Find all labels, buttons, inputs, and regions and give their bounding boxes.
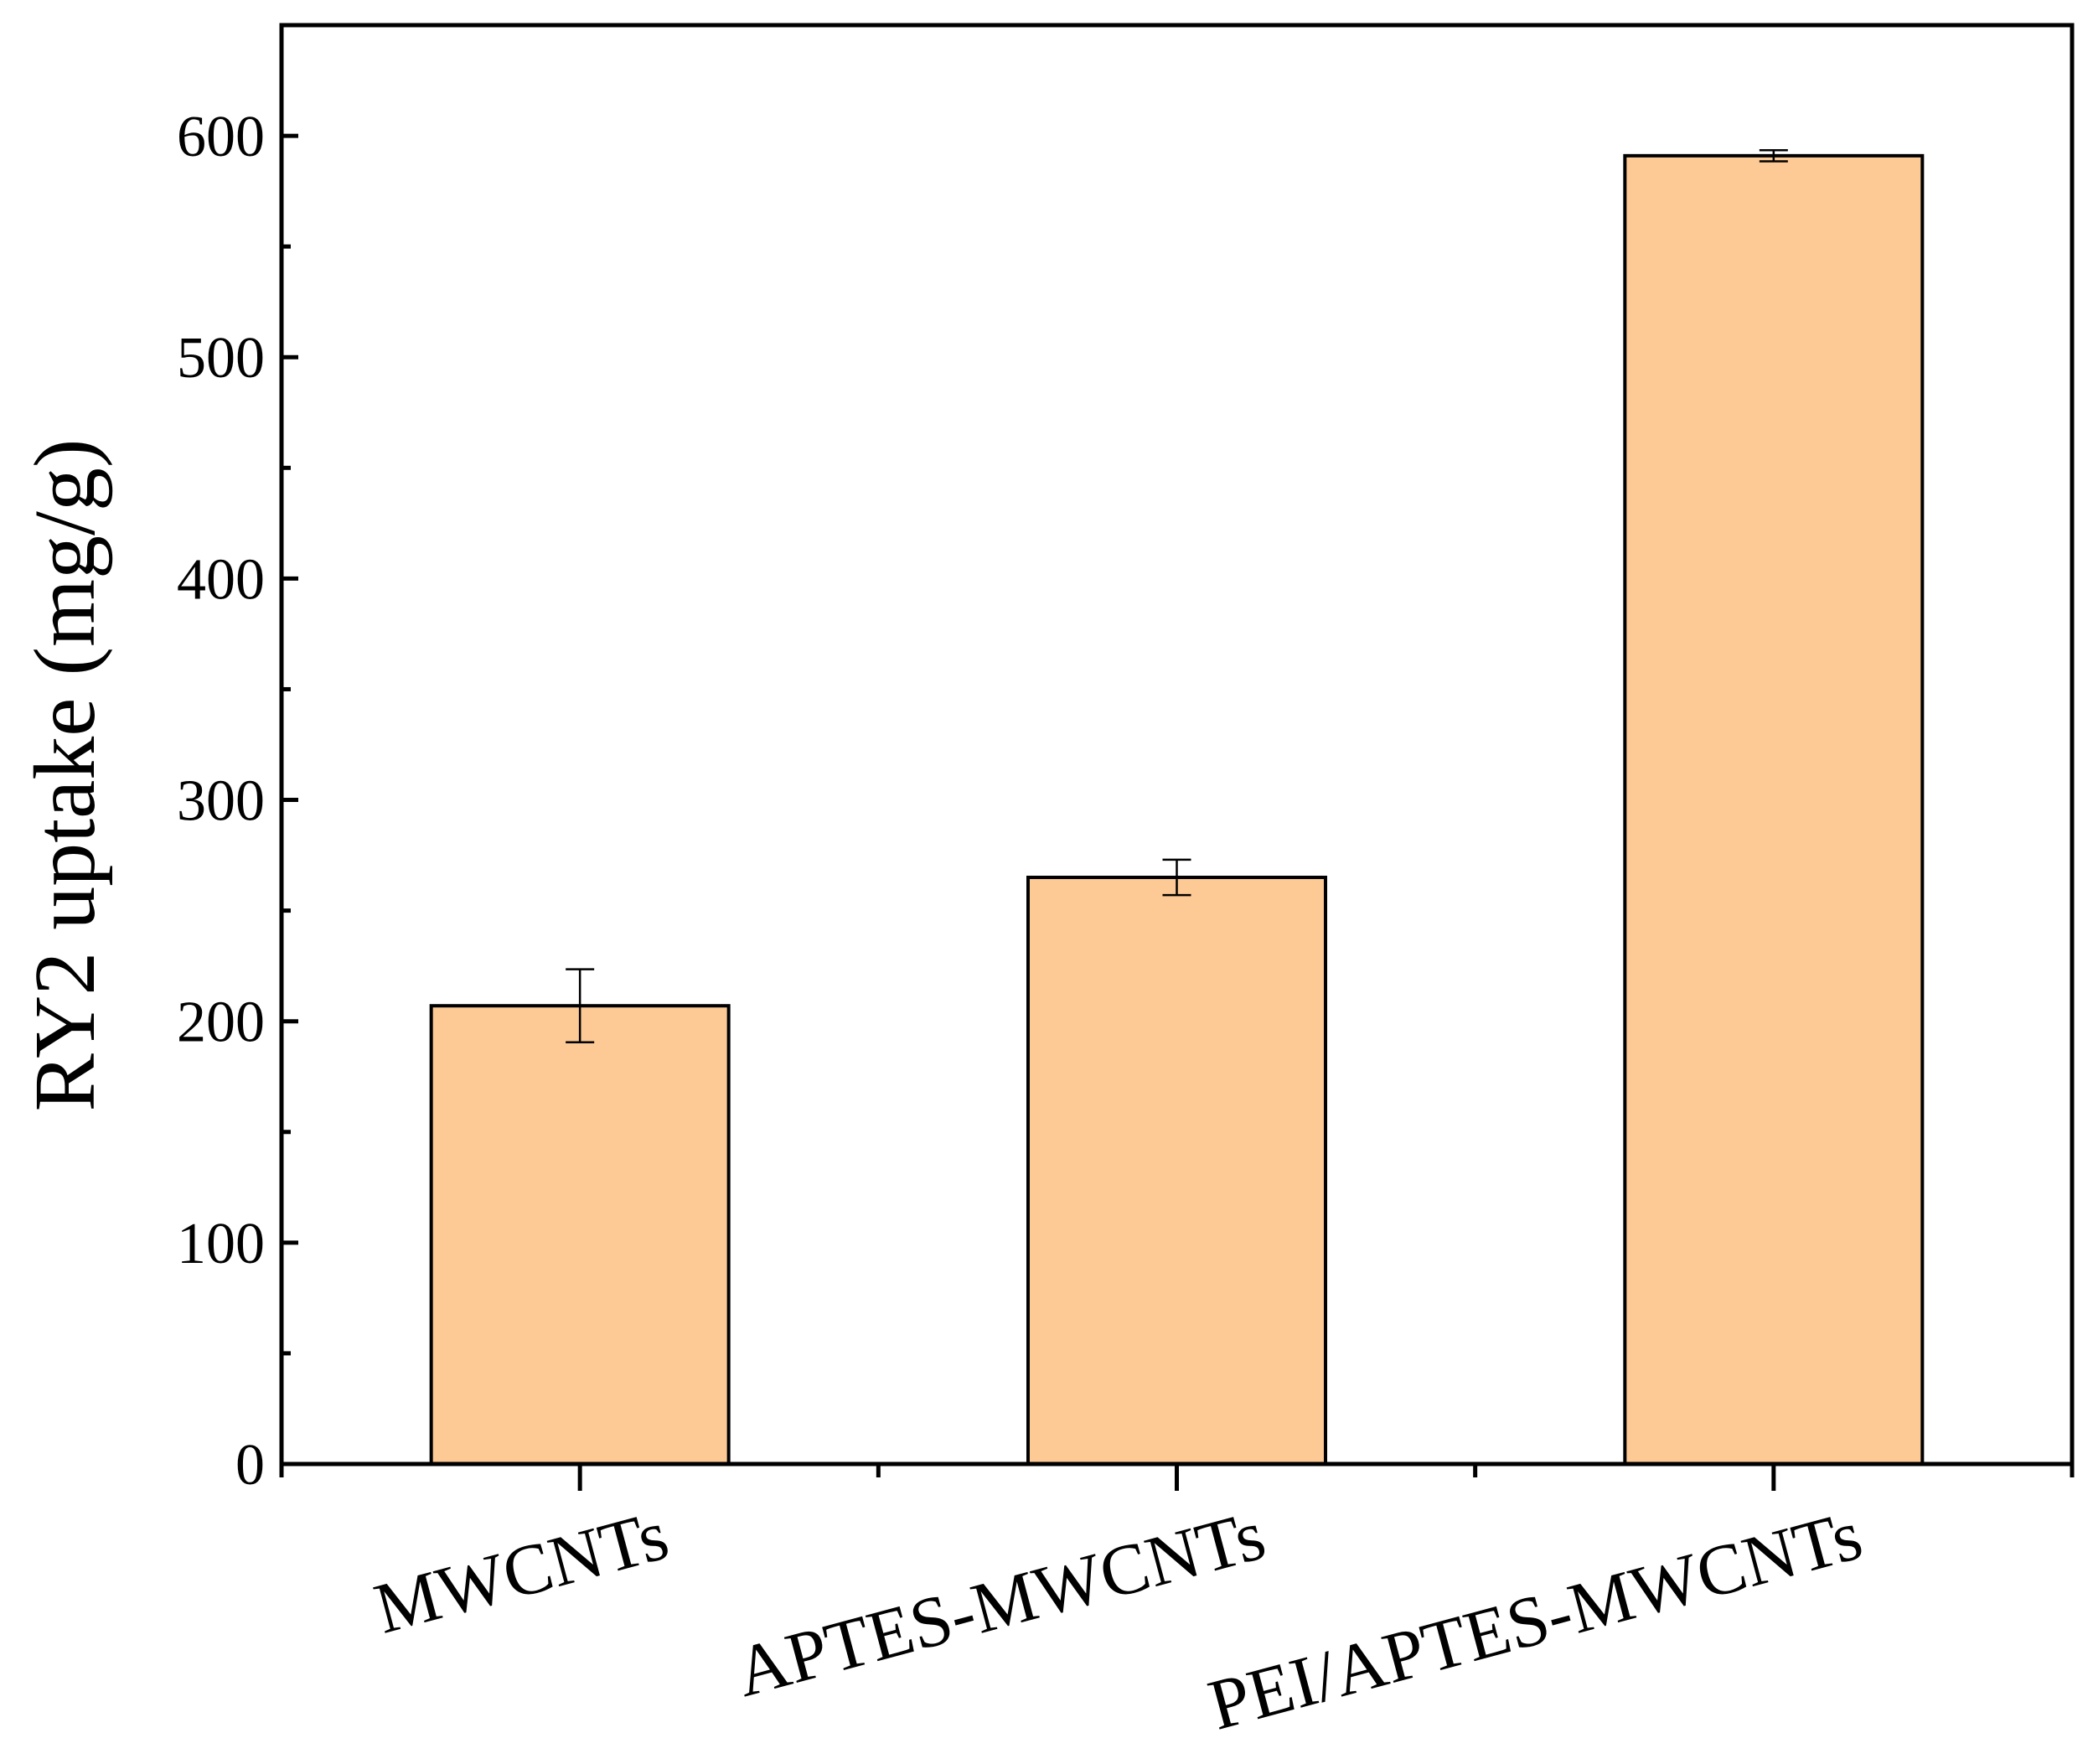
y-tick-labels: 0 100 200 300 400 500 600	[177, 105, 265, 1498]
bars-layer	[429, 153, 1925, 1466]
axes-layer	[279, 23, 2075, 1491]
error-bar-mwcnts	[566, 968, 595, 1044]
y-axis-title: RY2 uptake (mg/g)	[17, 438, 113, 1111]
y-tick-label: 200	[177, 991, 265, 1055]
y-tick-label: 100	[177, 1212, 265, 1276]
y-tick-label: 0	[235, 1433, 265, 1498]
category-label: APTES-MWCNTs	[727, 1494, 1273, 1713]
error-bar-aptes-mwcnts	[1162, 858, 1191, 897]
y-tick-label: 300	[177, 769, 265, 834]
y-tick-label: 600	[177, 105, 265, 169]
error-bars-layer	[566, 148, 1788, 1044]
error-bar-pei-aptes-mwcnts	[1759, 148, 1788, 163]
category-label: PEI/APTES-MWCNTs	[1201, 1494, 1870, 1746]
bar-pei-aptes-mwcnts	[1623, 153, 1925, 1466]
y-tick-label: 400	[177, 547, 265, 612]
bar-aptes-mwcnts	[1026, 875, 1327, 1466]
category-label: MWCNTs	[366, 1494, 676, 1649]
bar-mwcnts	[429, 1004, 731, 1466]
y-tick-label: 500	[177, 326, 265, 391]
